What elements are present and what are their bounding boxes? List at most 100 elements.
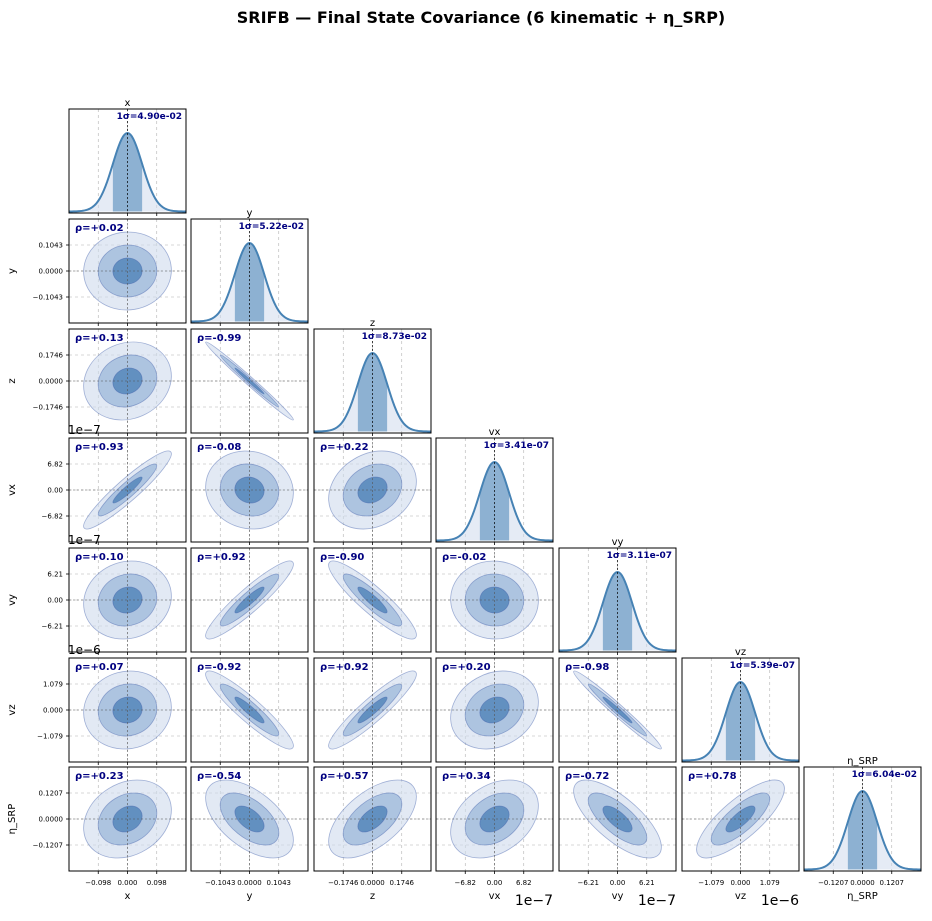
y-tick-label: 0.0000 [39, 268, 64, 276]
diag-panel-z: 1σ=8.73e-02 z [313, 318, 432, 436]
rho-label: ρ=+0.22 [320, 442, 369, 453]
y-offset-label: 1e−7 [68, 423, 101, 437]
y-tick-label: 0.1207 [39, 790, 64, 798]
diag-panel-y: 1σ=5.22e-02 y [190, 208, 309, 326]
y-tick-label: 6.82 [47, 461, 63, 469]
rho-label: ρ=+0.92 [320, 662, 369, 673]
corr-panel-vz-x: ρ=+0.07 1.079 0.000 −1.079 vz 1e−6 [7, 643, 187, 765]
corr-panel-vy-z: ρ=-0.90 [313, 547, 432, 655]
panel-content [191, 219, 308, 323]
y-tick-label: −0.1043 [33, 294, 63, 302]
sigma-label: 1σ=4.90e-02 [117, 112, 182, 122]
panel-content [559, 767, 676, 871]
panel-content [682, 658, 799, 762]
panel-content [191, 438, 308, 542]
panel-content [69, 109, 186, 213]
y-axis-label: vz [7, 704, 18, 715]
y-tick-label: −0.1746 [33, 404, 64, 412]
y-tick-label: 0.0000 [39, 816, 64, 824]
corr-panel-vx-y: ρ=-0.08 [190, 437, 309, 545]
one-sigma-band [847, 791, 878, 870]
y-tick-label: −6.82 [42, 513, 63, 521]
panel-content [314, 658, 431, 762]
x-tick-label: 1.079 [760, 879, 780, 887]
rho-label: ρ=-0.54 [197, 771, 241, 782]
x-tick-label: 0.0000 [850, 879, 875, 887]
x-tick-label: 6.21 [639, 879, 655, 887]
x-tick-label: 0.00 [610, 879, 626, 887]
diag-panel-vy: 1σ=3.11e-07 vy [558, 537, 677, 655]
one-sigma-band [357, 353, 388, 432]
x-tick-label: −0.1043 [205, 879, 235, 887]
x-tick-label: 0.1207 [880, 879, 905, 887]
panel-title: y [247, 208, 253, 219]
rho-label: ρ=-0.90 [320, 552, 364, 563]
panel-content [69, 438, 186, 542]
one-sigma-band [725, 682, 756, 761]
panel-content [191, 329, 308, 433]
sigma-label: 1σ=5.39e-07 [730, 661, 795, 671]
sigma-label: 1σ=8.73e-02 [362, 332, 427, 342]
one-sigma-band [112, 133, 143, 212]
x-tick-label: −6.21 [578, 879, 599, 887]
panel-content [191, 548, 308, 652]
rho-label: ρ=+0.34 [442, 771, 491, 782]
corr-panel-η_SRP-vy: ρ=-0.72 [558, 766, 677, 874]
y-tick-label: −1.079 [37, 733, 63, 741]
y-axis-label: vx [7, 484, 18, 496]
rho-label: ρ=+0.07 [75, 662, 124, 673]
y-offset-label: 1e−7 [68, 533, 101, 547]
diag-panel-x: 1σ=4.90e-02 x [68, 98, 187, 216]
x-axis-label: z [370, 891, 375, 902]
corr-panel-z-x: ρ=+0.13 0.1746 0.0000 −0.1746 z [7, 328, 187, 436]
corr-panel-η_SRP-y: ρ=-0.54 [190, 766, 309, 874]
diag-panel-vx: 1σ=3.41e-07 vx [435, 427, 554, 545]
rho-label: ρ=-0.98 [565, 662, 609, 673]
one-sigma-band [234, 243, 265, 322]
diag-panel-vz: 1σ=5.39e-07 vz [681, 647, 800, 765]
x-tick-label: −6.82 [455, 879, 476, 887]
x-tick-label: −1.079 [698, 879, 724, 887]
sigma-label: 1σ=3.11e-07 [607, 551, 672, 561]
panel-content [314, 329, 431, 433]
x-tick-label: 0.098 [147, 879, 167, 887]
y-tick-label: −6.21 [42, 623, 63, 631]
sigma-label: 1σ=6.04e-02 [852, 770, 917, 780]
rho-label: ρ=+0.02 [75, 223, 124, 234]
y-axis-label: z [7, 378, 18, 383]
sigma-label: 1σ=5.22e-02 [239, 222, 304, 232]
x-offset-label: 1e−7 [638, 893, 676, 909]
corr-panel-vz-y: ρ=-0.92 [190, 657, 309, 765]
rho-label: ρ=+0.10 [75, 552, 124, 563]
corr-panel-η_SRP-x: ρ=+0.23 0.1207 0.0000 −0.1207 η_SRP [7, 766, 187, 874]
rho-label: ρ=+0.20 [442, 662, 491, 673]
rho-label: ρ=+0.92 [197, 552, 246, 563]
y-tick-label: 0.1043 [39, 242, 64, 250]
y-tick-label: 0.0000 [39, 378, 64, 386]
x-tick-label: 0.000 [117, 879, 137, 887]
corr-panel-vz-z: ρ=+0.92 [313, 657, 432, 765]
corr-panel-η_SRP-vx: ρ=+0.34 [435, 766, 554, 874]
y-tick-label: 0.00 [47, 597, 63, 605]
panel-title: vx [489, 427, 501, 438]
panel-content [804, 767, 921, 871]
y-tick-label: 1.079 [43, 681, 63, 689]
x-axis-label: vz [735, 891, 746, 902]
rho-label: ρ=-0.92 [197, 662, 241, 673]
x-tick-label: 0.00 [487, 879, 503, 887]
rho-label: ρ=+0.13 [75, 333, 124, 344]
x-tick-label: 0.0000 [360, 879, 385, 887]
rho-label: ρ=-0.08 [197, 442, 241, 453]
x-axis-label: vy [612, 891, 624, 902]
one-sigma-band [479, 462, 510, 541]
rho-label: ρ=-0.02 [442, 552, 486, 563]
y-axis-label: vy [7, 594, 18, 606]
panel-content [314, 438, 431, 542]
x-tick-label: 0.0000 [237, 879, 262, 887]
panel-content [69, 219, 186, 323]
rho-label: ρ=+0.23 [75, 771, 124, 782]
panel-title: vz [735, 647, 746, 658]
x-tick-label: −0.1207 [818, 879, 848, 887]
panel-content [314, 767, 431, 871]
rho-label: ρ=-0.99 [197, 333, 241, 344]
